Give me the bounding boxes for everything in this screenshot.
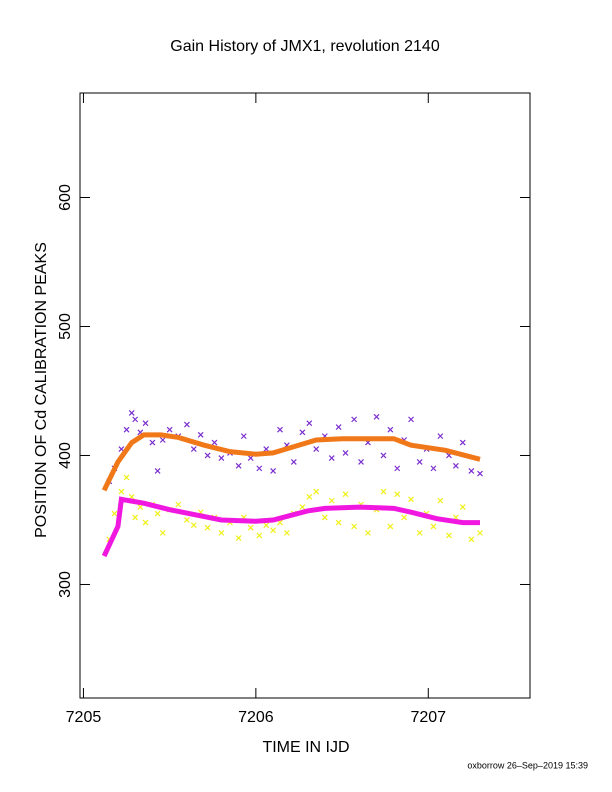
cross-marker <box>373 413 380 420</box>
cross-marker <box>166 426 173 433</box>
cross-marker <box>394 491 401 498</box>
cross-marker <box>183 421 190 428</box>
cross-marker <box>468 468 475 474</box>
cross-marker <box>408 416 414 423</box>
cross-marker <box>204 452 211 459</box>
cross-marker <box>270 468 277 474</box>
plot-frame <box>79 92 531 699</box>
cross-marker <box>154 468 161 474</box>
cross-marker <box>401 514 408 521</box>
cross-marker <box>175 501 182 508</box>
y-tick-label: 300 <box>57 571 74 598</box>
x-axis-label: TIME IN IJD <box>262 739 349 756</box>
cross-marker <box>459 439 466 446</box>
y-axis-label: POSITION OF Cd CALIBRATION PEAKS <box>33 242 50 538</box>
cross-marker <box>335 424 342 431</box>
cross-marker <box>394 465 401 472</box>
cross-marker <box>256 532 263 539</box>
cross-marker <box>154 510 161 517</box>
cross-marker <box>380 452 387 459</box>
cross-marker <box>111 510 118 517</box>
cross-marker <box>408 496 414 503</box>
cross-marker <box>321 514 328 521</box>
cross-marker <box>159 437 166 443</box>
cross-marker <box>190 446 197 452</box>
cross-marker <box>306 493 313 500</box>
cross-marker <box>452 462 459 469</box>
cross-marker <box>159 529 166 536</box>
chart-title: Gain History of JMX1, revolution 2140 <box>170 38 440 55</box>
cross-marker <box>446 532 452 539</box>
cross-marker <box>342 491 349 498</box>
cross-marker <box>277 426 283 433</box>
cross-marker <box>142 519 149 526</box>
cross-marker <box>132 514 139 521</box>
cross-marker <box>351 416 358 423</box>
cross-marker <box>204 524 211 531</box>
cross-marker <box>306 420 313 427</box>
y-tick-label: 600 <box>57 184 74 211</box>
cross-marker <box>263 522 270 529</box>
cross-marker <box>437 433 444 440</box>
fit-line <box>101 432 481 492</box>
cross-marker <box>416 529 423 536</box>
cross-marker <box>247 455 254 461</box>
cross-marker <box>128 409 135 416</box>
footer: oxborrow 26–Sep–2019 15:39 <box>467 760 588 770</box>
cross-marker <box>270 527 277 534</box>
fit-line <box>101 496 480 558</box>
cross-marker <box>430 523 437 530</box>
cross-marker <box>142 420 149 427</box>
cross-marker <box>197 431 204 438</box>
cross-marker <box>468 536 475 543</box>
cross-marker <box>342 449 349 456</box>
cross-marker <box>211 439 218 446</box>
cross-marker <box>123 426 130 433</box>
cross-marker <box>358 459 364 465</box>
cross-marker <box>430 465 437 472</box>
x-tick-label: 7205 <box>66 709 102 726</box>
cross-marker <box>240 433 247 440</box>
cross-marker <box>335 519 342 526</box>
cross-marker <box>118 488 125 495</box>
x-tick-label: 7206 <box>238 709 274 726</box>
cross-marker <box>247 524 254 531</box>
cross-marker <box>313 446 320 452</box>
cross-marker <box>123 474 130 481</box>
cross-marker <box>218 455 225 461</box>
cross-marker <box>190 522 197 529</box>
cross-marker <box>235 535 242 541</box>
cross-marker <box>183 517 190 523</box>
cross-marker <box>235 462 242 469</box>
cross-marker <box>387 523 394 530</box>
cross-marker <box>283 529 290 536</box>
cross-marker <box>365 529 371 536</box>
cross-marker <box>149 439 156 446</box>
y-tick-label: 500 <box>57 313 74 340</box>
cross-marker <box>328 497 335 504</box>
cross-marker <box>416 459 423 465</box>
cross-marker <box>299 504 306 511</box>
cross-marker <box>328 455 335 461</box>
cross-marker <box>459 504 466 511</box>
cross-marker <box>263 446 270 452</box>
cross-marker <box>256 465 263 472</box>
cross-marker <box>437 497 444 504</box>
cross-marker <box>477 470 483 477</box>
cross-marker <box>387 426 394 433</box>
cross-marker <box>299 429 306 436</box>
cross-marker <box>380 488 387 495</box>
cross-marker <box>218 529 225 536</box>
y-tick-label: 400 <box>57 442 74 469</box>
cross-marker <box>477 529 483 536</box>
x-tick-label: 7207 <box>410 709 446 726</box>
cross-marker <box>290 459 297 465</box>
cross-marker <box>351 523 358 530</box>
cross-marker <box>132 416 139 423</box>
cross-marker <box>313 488 320 495</box>
